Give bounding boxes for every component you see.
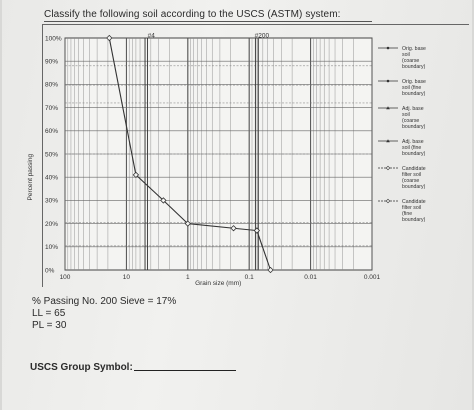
y-tick-label: 40% (45, 175, 58, 182)
legend-label: Adj. base (402, 106, 424, 112)
sieve-label: #4 (148, 33, 156, 40)
legend-label: boundary) (402, 91, 426, 97)
x-tick-label: 0.01 (304, 274, 317, 281)
legend-label: Orig. base (402, 46, 426, 52)
legend-label: Candidate (402, 166, 426, 172)
legend-label: (coarse (402, 178, 419, 184)
legend-label: (coarse (402, 118, 419, 124)
legend-label: (coarse (402, 58, 419, 64)
legend-label: Orig. base (402, 79, 426, 85)
y-tick-label: 20% (45, 221, 58, 228)
x-tick-label: 1 (186, 274, 190, 281)
title-underline (44, 21, 372, 22)
legend-marker (386, 106, 390, 110)
legend-label: Adj. base (402, 139, 424, 145)
legend-marker (386, 139, 390, 143)
legend-label: soil (fine (402, 145, 421, 151)
question-title: Classify the following soil according to… (44, 9, 341, 20)
legend-label: soil (402, 112, 410, 118)
legend-label: filter soil (402, 172, 421, 178)
y-tick-label: 0% (45, 267, 55, 274)
legend-label: filter soil (402, 205, 421, 211)
answer-blank-line[interactable] (133, 370, 236, 371)
x-tick-label: 0.1 (245, 274, 254, 281)
legend-label: Candidate (402, 199, 426, 205)
data-point (230, 225, 237, 232)
y-tick-label: 80% (45, 82, 58, 89)
x-axis-label: Grain size (mm) (195, 280, 241, 287)
y-tick-label: 90% (45, 59, 58, 66)
legend-label: boundary) (402, 64, 426, 70)
data-point (132, 171, 140, 179)
y-tick-label: 60% (45, 128, 58, 135)
plot-frame (42, 24, 469, 287)
y-tick-label: 70% (45, 105, 58, 112)
uscs-answer: USCS Group Symbol: (30, 362, 236, 373)
data-point (267, 266, 274, 274)
legend-label: boundary) (402, 151, 426, 157)
data-point (160, 197, 167, 204)
y-tick-label: 100% (45, 35, 62, 42)
legend-label: boundary) (402, 184, 426, 190)
legend-label: soil (fine (402, 85, 421, 91)
legend-label: soil (402, 52, 410, 58)
legend-marker (385, 198, 391, 204)
legend-label: (fine (402, 211, 412, 217)
x-tick-label: 100 (60, 274, 71, 281)
data-point (184, 220, 191, 227)
y-tick-label: 50% (45, 151, 58, 158)
x-tick-label: 0.001 (364, 274, 381, 281)
plastic-limit-note: PL = 30 (32, 320, 67, 331)
legend-marker (385, 165, 391, 171)
grain-size-chart: #4 #200 0% 10% 20% 30% 40% 50% 60% 70% 80% 90% 100% 1… (27, 33, 426, 288)
passing-200-note: % Passing No. 200 Sieve = 17% (32, 296, 177, 307)
legend-label: boundary) (402, 217, 426, 223)
soil-properties: % Passing No. 200 Sieve = 17% LL = 65 PL… (32, 296, 176, 332)
legend-label: boundary) (402, 124, 426, 130)
y-axis-label: Percent passing (27, 154, 34, 201)
x-tick-label: 10 (123, 274, 131, 281)
y-tick-label: 10% (45, 244, 58, 251)
data-point (253, 227, 261, 234)
data-point (106, 34, 113, 42)
y-tick-label: 30% (45, 198, 58, 205)
sieve-label: #200 (255, 33, 270, 40)
legend-marker (386, 46, 390, 50)
legend-marker (386, 79, 390, 83)
liquid-limit-note: LL = 65 (32, 308, 66, 319)
uscs-group-symbol-label: USCS Group Symbol: (30, 362, 133, 373)
